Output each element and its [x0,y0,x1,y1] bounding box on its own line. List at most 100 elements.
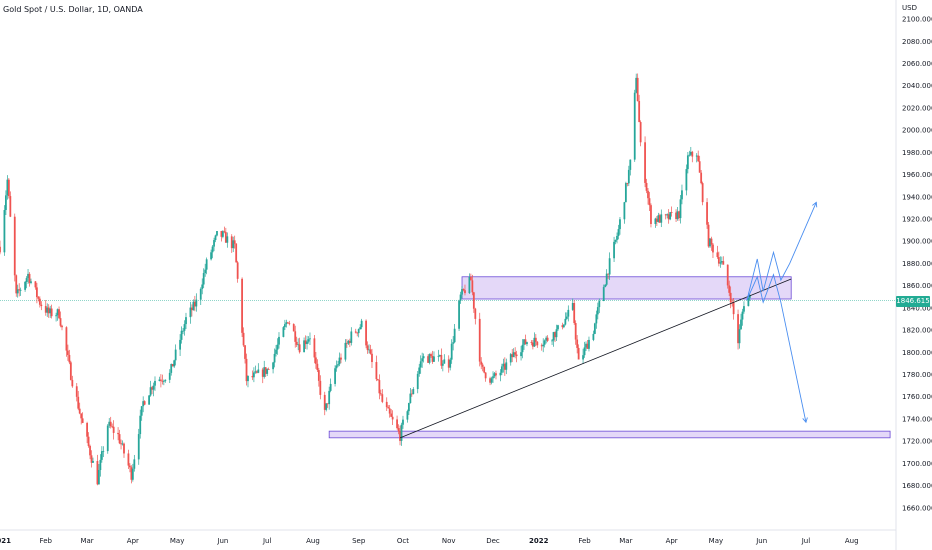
resistance-zone[interactable] [461,276,792,300]
candle-body [484,372,487,379]
candle-body [117,432,119,435]
candle-body [282,327,285,337]
support-zone[interactable] [328,430,891,439]
zones-layer[interactable] [328,276,891,439]
candle-body [266,369,269,374]
candle-body [15,275,18,294]
candle-body [368,349,370,351]
candle-body [36,287,38,298]
candle-body [400,424,403,441]
candle-body [193,301,196,307]
candle-body [236,262,239,279]
candle-body [360,320,363,328]
candle-body [314,357,317,364]
x-tick-label: Aug [306,537,320,545]
candle-body [152,385,155,390]
candle-body [554,332,556,338]
candle-body [325,403,328,410]
candle-body [97,470,100,485]
candle-body [402,419,404,425]
candle-body [224,232,227,243]
price-axis[interactable]: 1660.000 1680.000 1700.000 1720.000 1740.000… [902,16,932,513]
candle-body [365,320,367,346]
candle-body [171,363,174,367]
candle-body [546,337,549,341]
candle-body [520,352,522,357]
candle-body [430,354,432,357]
candle-body [189,307,192,318]
candle-body [317,370,320,381]
y-tick-label: 1900.000 [902,238,932,246]
candle-body [748,294,751,298]
candle-body [613,241,615,259]
y-tick-label: 1800.000 [902,349,932,357]
y-tick-label: 2020.000 [902,104,932,112]
candle-body [593,323,596,334]
candle-body [573,303,576,324]
candle-body [726,264,729,286]
candle-body [512,352,515,358]
candle-body [406,411,409,420]
candle-body [294,331,297,342]
candle-body [245,358,248,382]
candle-body [657,215,660,222]
candle-body [267,369,270,370]
bearish-projection[interactable] [746,273,807,423]
candle-body [112,426,115,433]
trendline-layer[interactable] [399,278,792,439]
candle-body [732,302,735,315]
candle-body [478,318,481,362]
candle-body [233,240,236,244]
candle-body [378,380,381,394]
candle-body [666,214,669,216]
candle-body [204,269,207,274]
time-axis[interactable]: 2021 Feb Mar Apr May Jun Jul Aug Sep Oct Nov Dec 202… [0,537,859,545]
x-tick-label: Oct [397,537,409,545]
bullish-projection[interactable] [746,202,817,301]
candle-body [328,390,331,405]
support-trendline[interactable] [399,278,792,439]
y-tick-label: 1840.000 [902,304,932,312]
candle-body [131,468,134,480]
candle-body [440,355,443,366]
candle-body [480,361,483,365]
candle-body [421,358,424,362]
candle-body [71,379,74,387]
candle-body [396,419,398,429]
candle-body [604,284,607,288]
candle-body [285,322,288,325]
candle-body [450,343,453,360]
candle-body [412,389,415,395]
candle-body [381,394,384,402]
projections-layer[interactable] [746,201,818,424]
candle-body [743,306,745,312]
candle-body [664,214,667,216]
candle-body [182,330,184,332]
candle-body [340,357,342,360]
candle-body [468,276,471,294]
candle-body [419,361,422,368]
candle-body [123,443,125,454]
candle-body [474,308,477,319]
candle-body [158,379,161,381]
candle-body [542,344,545,347]
candle-body [286,322,289,324]
candle-body [108,421,111,426]
candle-body [469,276,472,281]
candle-body [729,292,732,303]
candle-body [350,331,353,343]
last-price-tag: 1846.615 [896,296,930,307]
candle-body [326,403,329,405]
candle-body [409,393,412,404]
candle-body [47,307,50,314]
y-tick-label: 1740.000 [902,415,932,423]
candle-body [737,314,739,344]
candle-body [298,344,301,353]
candle-body [77,396,80,409]
candle-body [18,289,21,291]
candle-body [561,325,564,328]
candle-body [81,418,84,423]
candle-body [143,401,146,405]
candle-body [223,231,226,233]
